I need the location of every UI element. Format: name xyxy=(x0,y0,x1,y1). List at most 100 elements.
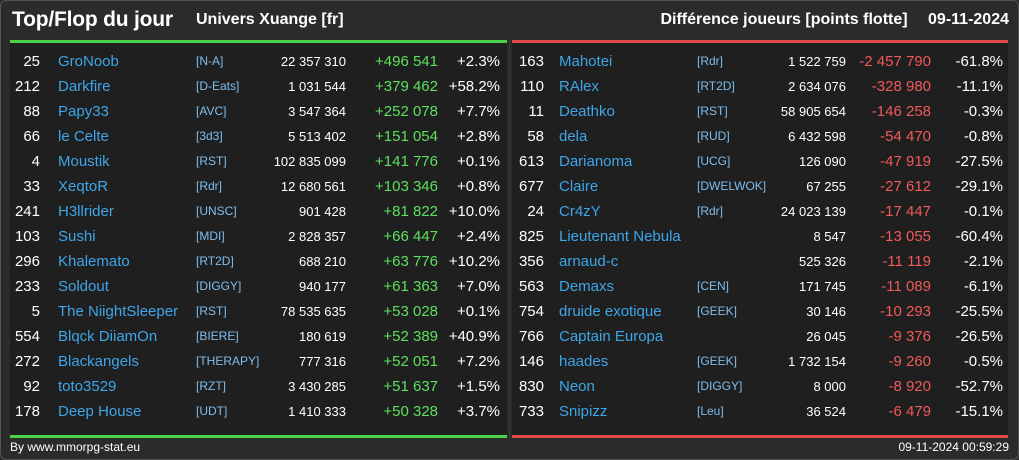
player-name-link[interactable]: RAlex xyxy=(559,78,600,95)
player-name-link[interactable]: Soldout xyxy=(58,278,109,295)
player-points: 78 535 635 xyxy=(280,304,346,319)
player-name-link[interactable]: Cr4zY xyxy=(559,203,601,220)
gainer-row: 241 H3llrider [UNSC] 901 428 +81 822 +10.0% xyxy=(10,199,507,224)
player-name-link[interactable]: toto3529 xyxy=(58,378,117,395)
percent-change: +58.2% xyxy=(448,78,500,95)
gainer-row: 103 Sushi [MDI] 2 828 357 +66 447 +2.4% xyxy=(10,224,507,249)
player-rank: 356 xyxy=(518,253,544,270)
points-difference: -328 980 xyxy=(871,78,931,95)
player-name-link[interactable]: Lieutenant Nebula xyxy=(559,228,681,245)
percent-change: +10.0% xyxy=(448,203,500,220)
alliance-tag[interactable]: [DIGGY] xyxy=(196,279,242,293)
loser-row: 24 Cr4zY [Rdr] 24 023 139 -17 447 -0.1% xyxy=(512,199,1008,224)
alliance-tag[interactable]: [RST] xyxy=(196,154,227,168)
player-name-link[interactable]: Khalemato xyxy=(58,253,130,270)
player-name-link[interactable]: Blqck DiiamOn xyxy=(58,328,158,345)
player-name-link[interactable]: Neon xyxy=(559,378,595,395)
player-rank: 178 xyxy=(14,403,40,420)
player-name-link[interactable]: le Celte xyxy=(58,128,109,145)
player-name-link[interactable]: arnaud-c xyxy=(559,253,619,270)
player-name-link[interactable]: Snipizz xyxy=(559,403,608,420)
alliance-tag[interactable]: [GEEK] xyxy=(697,304,738,318)
alliance-tag[interactable]: [RZT] xyxy=(196,379,226,393)
alliance-tag[interactable]: [3d3] xyxy=(196,129,223,143)
points-difference: +53 028 xyxy=(383,303,438,320)
player-name-link[interactable]: Moustik xyxy=(58,153,110,170)
player-rank: 241 xyxy=(14,203,40,220)
percent-change: +7.7% xyxy=(457,103,500,120)
alliance-tag[interactable]: [Leu] xyxy=(697,404,724,418)
alliance-tag[interactable]: [GEEK] xyxy=(697,354,738,368)
alliance-tag[interactable]: [MDI] xyxy=(196,229,225,243)
player-rank: 103 xyxy=(14,228,40,245)
points-difference: -54 470 xyxy=(880,128,931,145)
player-name-link[interactable]: druide exotique xyxy=(559,303,662,320)
alliance-tag[interactable]: [Rdr] xyxy=(697,204,724,218)
alliance-tag[interactable]: [DIGGY] xyxy=(697,379,743,393)
loser-row: 356 arnaud-c 525 326 -11 119 -2.1% xyxy=(512,249,1008,274)
percent-change: +7.0% xyxy=(457,278,500,295)
alliance-tag[interactable]: [RT2D] xyxy=(196,254,234,268)
points-difference: -13 055 xyxy=(880,228,931,245)
percent-change: +7.2% xyxy=(457,353,500,370)
alliance-tag[interactable]: [UNSC] xyxy=(196,204,237,218)
player-name-link[interactable]: Deathko xyxy=(559,103,615,120)
alliance-tag[interactable]: [D-Eats] xyxy=(196,79,240,93)
player-name-link[interactable]: Captain Europa xyxy=(559,328,664,345)
alliance-tag[interactable]: [RUD] xyxy=(697,129,730,143)
alliance-tag[interactable]: [CEN] xyxy=(697,279,730,293)
alliance-tag[interactable]: [RT2D] xyxy=(697,79,735,93)
player-name-link[interactable]: Claire xyxy=(559,178,599,195)
player-points: 3 547 364 xyxy=(288,104,346,119)
alliance-tag[interactable]: [RST] xyxy=(697,104,728,118)
points-difference: -27 612 xyxy=(880,178,931,195)
points-difference: +81 822 xyxy=(383,203,438,220)
percent-change: +0.8% xyxy=(457,178,500,195)
player-name-link[interactable]: Blackangels xyxy=(58,353,139,370)
alliance-tag[interactable]: [DWELWOK] xyxy=(697,179,767,193)
player-name-link[interactable]: Sushi xyxy=(58,228,96,245)
player-name-link[interactable]: H3llrider xyxy=(58,203,114,220)
player-name-link[interactable]: haades xyxy=(559,353,609,370)
percent-change: +2.4% xyxy=(457,228,500,245)
player-points: 688 210 xyxy=(299,254,346,269)
alliance-tag[interactable]: [UCG] xyxy=(697,154,731,168)
gainer-row: 88 Papy33 [AVC] 3 547 364 +252 078 +7.7% xyxy=(10,99,507,124)
alliance-tag[interactable]: [THERAPY] xyxy=(196,354,260,368)
player-name-link[interactable]: Deep House xyxy=(58,403,142,420)
points-difference: +66 447 xyxy=(383,228,438,245)
alliance-tag[interactable]: [Rdr] xyxy=(697,54,724,68)
gainer-row: 178 Deep House [UDT] 1 410 333 +50 328 +3.7% xyxy=(10,399,507,424)
player-rank: 830 xyxy=(518,378,544,395)
percent-change: -26.5% xyxy=(955,328,1003,345)
player-name-link[interactable]: Darianoma xyxy=(559,153,633,170)
percent-change: -52.7% xyxy=(955,378,1003,395)
player-points: 171 745 xyxy=(799,279,846,294)
alliance-tag[interactable]: [UDT] xyxy=(196,404,228,418)
player-name-link[interactable]: The NiightSleeper xyxy=(58,303,179,320)
player-points: 58 905 654 xyxy=(780,104,846,119)
points-difference: +103 346 xyxy=(375,178,438,195)
top-losers-panel: 163 Mahotei [Rdr] 1 522 759 -2 457 790 -61.8%… xyxy=(512,40,1008,438)
player-name-link[interactable]: GroNoob xyxy=(58,53,119,70)
points-difference: +52 389 xyxy=(383,328,438,345)
player-name-link[interactable]: Papy33 xyxy=(58,103,109,120)
player-name-link[interactable]: XeqtoR xyxy=(58,178,109,195)
alliance-tag[interactable]: [RST] xyxy=(196,304,227,318)
percent-change: -11.1% xyxy=(956,78,1003,95)
player-name-link[interactable]: dela xyxy=(559,128,588,145)
player-name-link[interactable]: Mahotei xyxy=(559,53,613,70)
alliance-tag[interactable]: [AVC] xyxy=(196,104,227,118)
percent-change: -0.8% xyxy=(963,128,1003,145)
player-rank: 296 xyxy=(14,253,40,270)
gainer-row: 92 toto3529 [RZT] 3 430 285 +51 637 +1.5% xyxy=(10,374,507,399)
player-name-link[interactable]: Darkfire xyxy=(58,78,111,95)
loser-row: 563 Demaxs [CEN] 171 745 -11 089 -6.1% xyxy=(512,274,1008,299)
alliance-tag[interactable]: [N-A] xyxy=(196,54,224,68)
generated-timestamp: 09-11-2024 00:59:29 xyxy=(898,440,1009,454)
player-name-link[interactable]: Demaxs xyxy=(559,278,615,295)
alliance-tag[interactable]: [Rdr] xyxy=(196,179,223,193)
footer: By www.mmorpg-stat.eu 09-11-2024 00:59:2… xyxy=(10,438,1009,456)
alliance-tag[interactable]: [BIERE] xyxy=(196,329,239,343)
percent-change: +3.7% xyxy=(457,403,500,420)
